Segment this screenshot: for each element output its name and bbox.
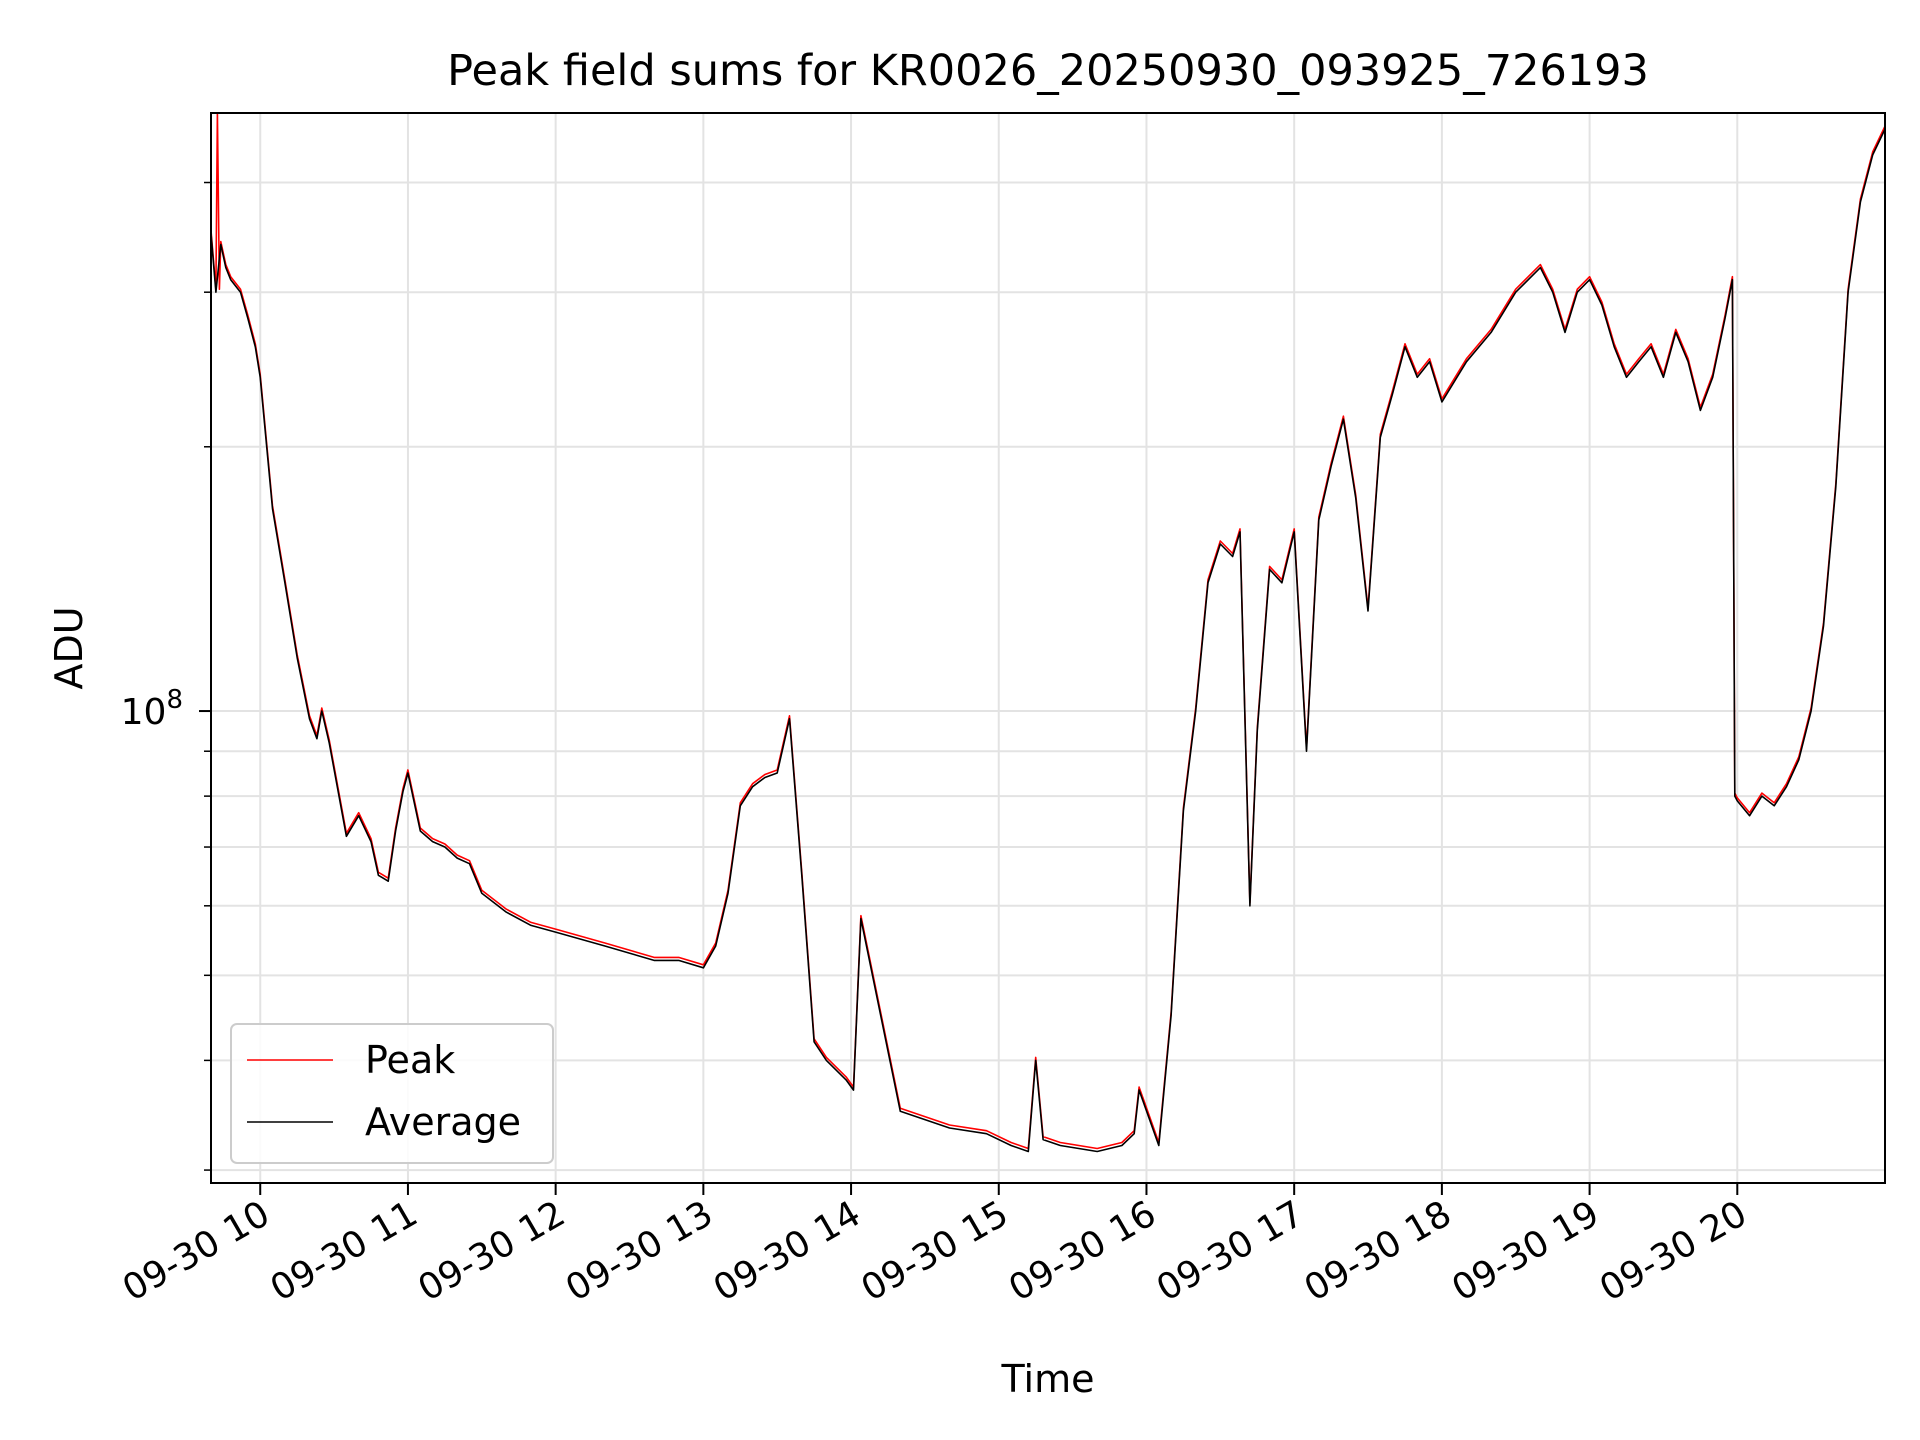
legend-frame (230, 1023, 554, 1164)
legend-label-peak: Peak (365, 1038, 455, 1082)
minor-grid (211, 181, 1885, 1172)
series-group (210, 112, 1886, 1153)
y-axis-label: ADU (47, 606, 91, 689)
series-line-average (210, 128, 1886, 1153)
y-tick-label: 108 (121, 685, 183, 733)
chart-title: Peak field sums for KR0026_20250930_0939… (447, 46, 1649, 96)
series-line-peak (210, 112, 1886, 1150)
legend: Peak Average (230, 1023, 554, 1164)
plot-area-frame (210, 112, 1886, 1184)
x-axis-label: Time (1001, 1357, 1095, 1401)
y-axis: 108 (121, 181, 211, 1171)
y-tick-label-base: 10 (121, 692, 167, 733)
y-tick-label-exponent: 8 (166, 685, 183, 715)
legend-label-average: Average (365, 1100, 521, 1144)
